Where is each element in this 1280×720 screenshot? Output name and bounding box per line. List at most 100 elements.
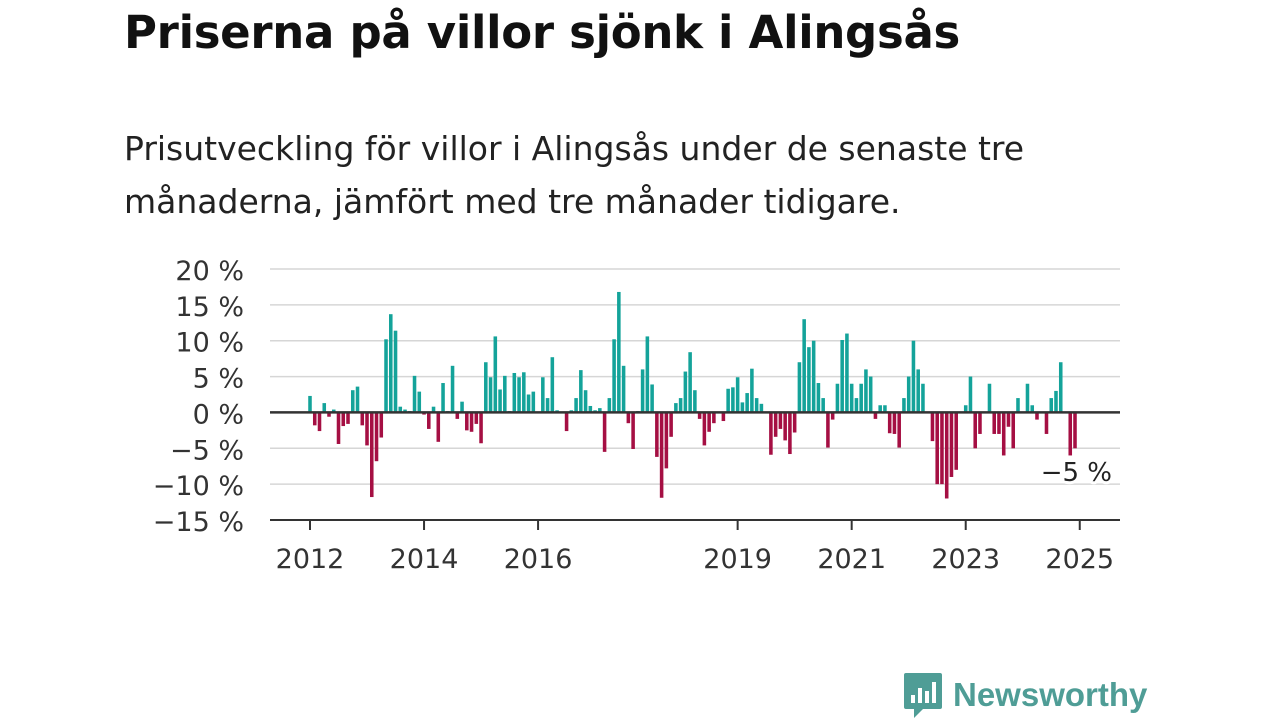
bar: [389, 314, 393, 413]
bar: [930, 412, 935, 442]
bar: [745, 393, 749, 413]
bar: [978, 412, 982, 434]
bar: [1073, 412, 1077, 449]
bar: [802, 319, 806, 413]
bar: [940, 412, 944, 485]
x-tick-label: 2021: [817, 544, 886, 575]
bar: [954, 412, 958, 470]
bar: [645, 336, 650, 413]
x-tick-label: 2023: [931, 544, 1000, 575]
bar: [427, 412, 431, 429]
bar: [864, 369, 868, 413]
bar: [835, 383, 840, 413]
x-tick-label: 2014: [390, 544, 459, 575]
bar: [484, 362, 488, 413]
bar: [792, 412, 797, 433]
bar: [731, 387, 735, 413]
bar: [759, 403, 764, 413]
bar: [1054, 390, 1058, 413]
bar: [1068, 412, 1073, 456]
bar: [911, 340, 916, 413]
bar: [797, 362, 802, 413]
y-tick-label: 10 %: [175, 328, 244, 359]
bar: [992, 412, 996, 434]
bar: [393, 330, 398, 413]
bar: [854, 398, 859, 413]
bar: [669, 412, 673, 437]
bar: [859, 383, 863, 413]
bar: [821, 398, 825, 413]
bar: [631, 412, 635, 450]
bar: [1025, 383, 1030, 413]
bar: [1030, 405, 1035, 413]
bar: [1016, 398, 1020, 413]
bar: [916, 369, 920, 413]
bar: [588, 405, 593, 413]
last-value-label: −5 %: [1041, 458, 1112, 488]
bar: [336, 412, 341, 444]
bar: [621, 365, 626, 413]
bar: [830, 412, 835, 420]
annotations: −5 %: [1038, 455, 1115, 491]
bar: [317, 412, 322, 432]
bar: [849, 383, 854, 413]
bar: [1006, 412, 1011, 427]
x-tick-label: 2012: [276, 544, 345, 575]
bar: [526, 394, 531, 413]
bar: [355, 386, 360, 413]
x-axis-ticks: 2012 2014 2016 2019 2021 2023 2025: [276, 520, 1114, 575]
bar: [707, 412, 711, 432]
bar: [921, 383, 925, 413]
bar: [935, 412, 939, 485]
bar: [417, 391, 422, 413]
bar: [474, 412, 479, 424]
bar: [455, 412, 460, 419]
bar: [1058, 362, 1063, 413]
bar: [1011, 412, 1016, 449]
bar: [450, 365, 455, 413]
bar: [398, 406, 403, 413]
bar: [545, 398, 550, 413]
bar: [650, 384, 654, 413]
bar: [659, 412, 664, 498]
bar: [369, 412, 374, 498]
bar: [973, 412, 977, 449]
bar: [384, 339, 388, 413]
gridlines: [270, 268, 1120, 521]
bar: [531, 391, 536, 413]
bar: [431, 406, 436, 413]
bar: [479, 412, 483, 444]
bar: [522, 372, 526, 413]
bar: [579, 370, 583, 413]
y-tick-label: 15 %: [175, 292, 244, 323]
bar: [346, 412, 350, 424]
bar: [1001, 412, 1006, 456]
bar: [498, 389, 502, 413]
bar-chart: 20 %15 %10 %5 %0 %−5 %−10 %−15 % 2012 201…: [153, 256, 1120, 575]
x-tick-label: 2019: [703, 544, 772, 575]
bar: [688, 352, 692, 413]
bar: [712, 412, 716, 424]
bar: [987, 383, 992, 413]
bar: [674, 403, 678, 413]
bar: [750, 368, 754, 413]
bar: [1044, 412, 1049, 434]
bars: [308, 291, 1077, 499]
y-tick-label: 5 %: [193, 364, 244, 395]
bar: [327, 412, 331, 417]
bar: [693, 390, 697, 413]
bar: [897, 412, 901, 448]
bar: [598, 408, 602, 413]
bar: [887, 412, 892, 434]
bar: [322, 403, 327, 413]
bar: [778, 412, 783, 429]
bar: [754, 398, 759, 413]
bar: [735, 377, 740, 413]
chart-subtitle: Prisutveckling för villor i Alingsås und…: [124, 129, 1025, 221]
bar: [892, 412, 897, 434]
bar: [550, 357, 555, 413]
bar: [350, 390, 355, 413]
bar: [968, 376, 973, 413]
bar: [365, 412, 369, 446]
bar: [811, 340, 816, 413]
